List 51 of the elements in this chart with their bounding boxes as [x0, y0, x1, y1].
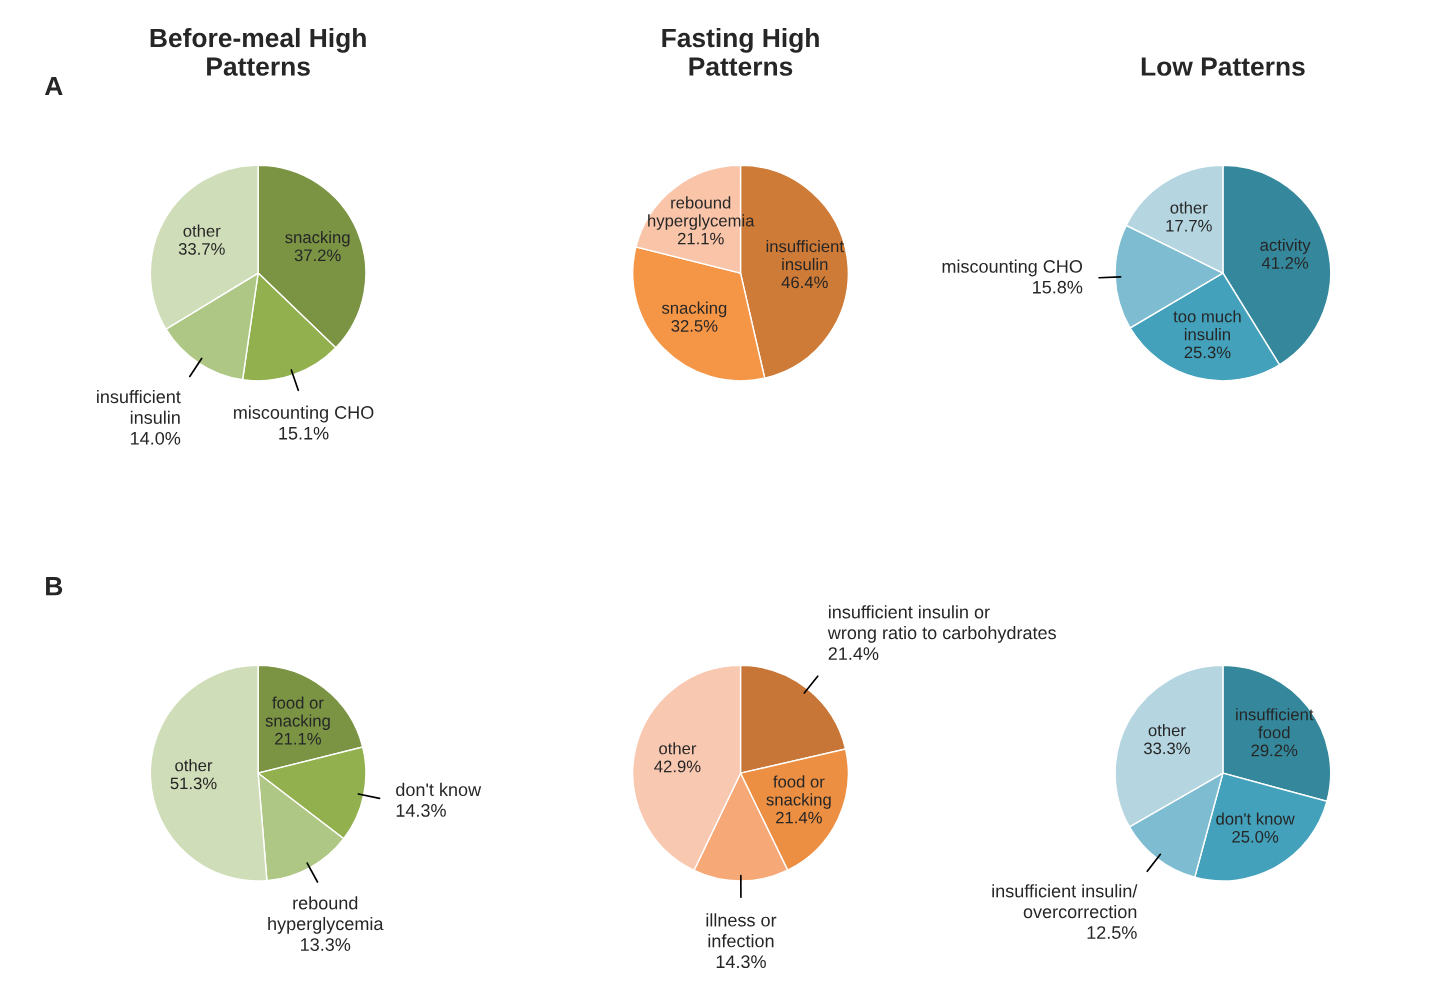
slice-label: other: [1170, 201, 1208, 214]
slice-label: insufficient insulin/ overcorrection: [992, 884, 1138, 919]
data-label: 13.3%: [301, 938, 351, 951]
chart-title: Fasting High Patterns: [662, 27, 819, 76]
data-label: 25.3%: [1184, 346, 1231, 359]
slice-label: other: [175, 759, 213, 772]
slice-label: food or snacking: [265, 696, 330, 730]
data-label: 14.3%: [396, 804, 446, 817]
slice-label: insufficient insulin or wrong ratio to carbohydrates: [827, 605, 1056, 643]
slice-label: other: [1148, 724, 1186, 737]
data-label: 21.1%: [677, 232, 724, 245]
data-label: 14.3%: [716, 955, 766, 969]
slice-label: illness or infection: [706, 913, 777, 948]
slice-label: insufficient food: [1236, 708, 1314, 739]
data-label: 32.5%: [671, 320, 718, 332]
slice-label: insufficient insulin: [97, 389, 181, 424]
data-label: 15.1%: [279, 426, 329, 440]
slice-label: insufficient insulin: [766, 240, 844, 271]
data-label: 29.2%: [1251, 744, 1298, 757]
slice-label: too much insulin: [1173, 310, 1241, 341]
data-label: 15.8%: [1033, 280, 1083, 294]
slice-label: don't know: [1216, 812, 1295, 825]
data-label: 33.7%: [178, 243, 225, 255]
data-label: 25.0%: [1232, 830, 1279, 843]
slice-label: other: [659, 742, 697, 755]
data-label: 51.3%: [170, 777, 217, 790]
text: A: [44, 76, 63, 96]
data-label: 33.3%: [1143, 742, 1190, 755]
data-label: 17.7%: [1166, 219, 1212, 232]
data-label: 21.1%: [275, 732, 321, 745]
data-label: 37.2%: [294, 249, 341, 262]
chart-title: Low Patterns: [1141, 57, 1305, 76]
data-label: 41.2%: [1261, 257, 1309, 269]
slice-label: activity: [1260, 238, 1311, 255]
slice-label: other: [183, 224, 221, 237]
data-label: 42.9%: [654, 760, 701, 773]
data-label: 21.4%: [776, 811, 822, 824]
slice-label: rebound hyperglycemia: [268, 896, 384, 934]
slice-label: miscounting CHO: [942, 259, 1083, 277]
chart-title: Before-meal High Patterns: [150, 27, 366, 76]
data-label: 12.5%: [1087, 926, 1137, 939]
slice-label: rebound hyperglycemia: [648, 196, 755, 230]
data-label: 21.4%: [828, 647, 879, 660]
slice-label: miscounting CHO: [233, 405, 374, 423]
slice-label: food or snacking: [766, 775, 831, 809]
data-label: 46.4%: [781, 276, 828, 289]
data-label: 14.0%: [131, 431, 181, 445]
text: B: [46, 577, 63, 596]
slice-label: snacking: [285, 231, 350, 247]
slice-label: don't know: [396, 782, 482, 797]
slice-label: snacking: [661, 301, 727, 318]
